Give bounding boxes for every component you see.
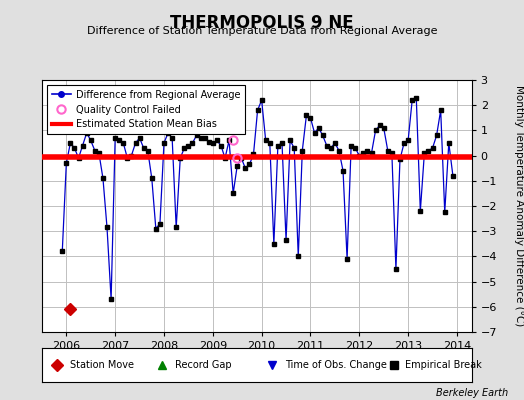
Text: Difference of Station Temperature Data from Regional Average: Difference of Station Temperature Data f… — [87, 26, 437, 36]
Legend: Difference from Regional Average, Quality Control Failed, Estimated Station Mean: Difference from Regional Average, Qualit… — [47, 85, 245, 134]
Text: Empirical Break: Empirical Break — [405, 360, 482, 370]
Text: Berkeley Earth: Berkeley Earth — [436, 388, 508, 398]
Text: THERMOPOLIS 9 NE: THERMOPOLIS 9 NE — [170, 14, 354, 32]
Text: Station Move: Station Move — [70, 360, 134, 370]
Text: Time of Obs. Change: Time of Obs. Change — [285, 360, 387, 370]
Text: Record Gap: Record Gap — [175, 360, 232, 370]
Y-axis label: Monthly Temperature Anomaly Difference (°C): Monthly Temperature Anomaly Difference (… — [514, 85, 524, 327]
